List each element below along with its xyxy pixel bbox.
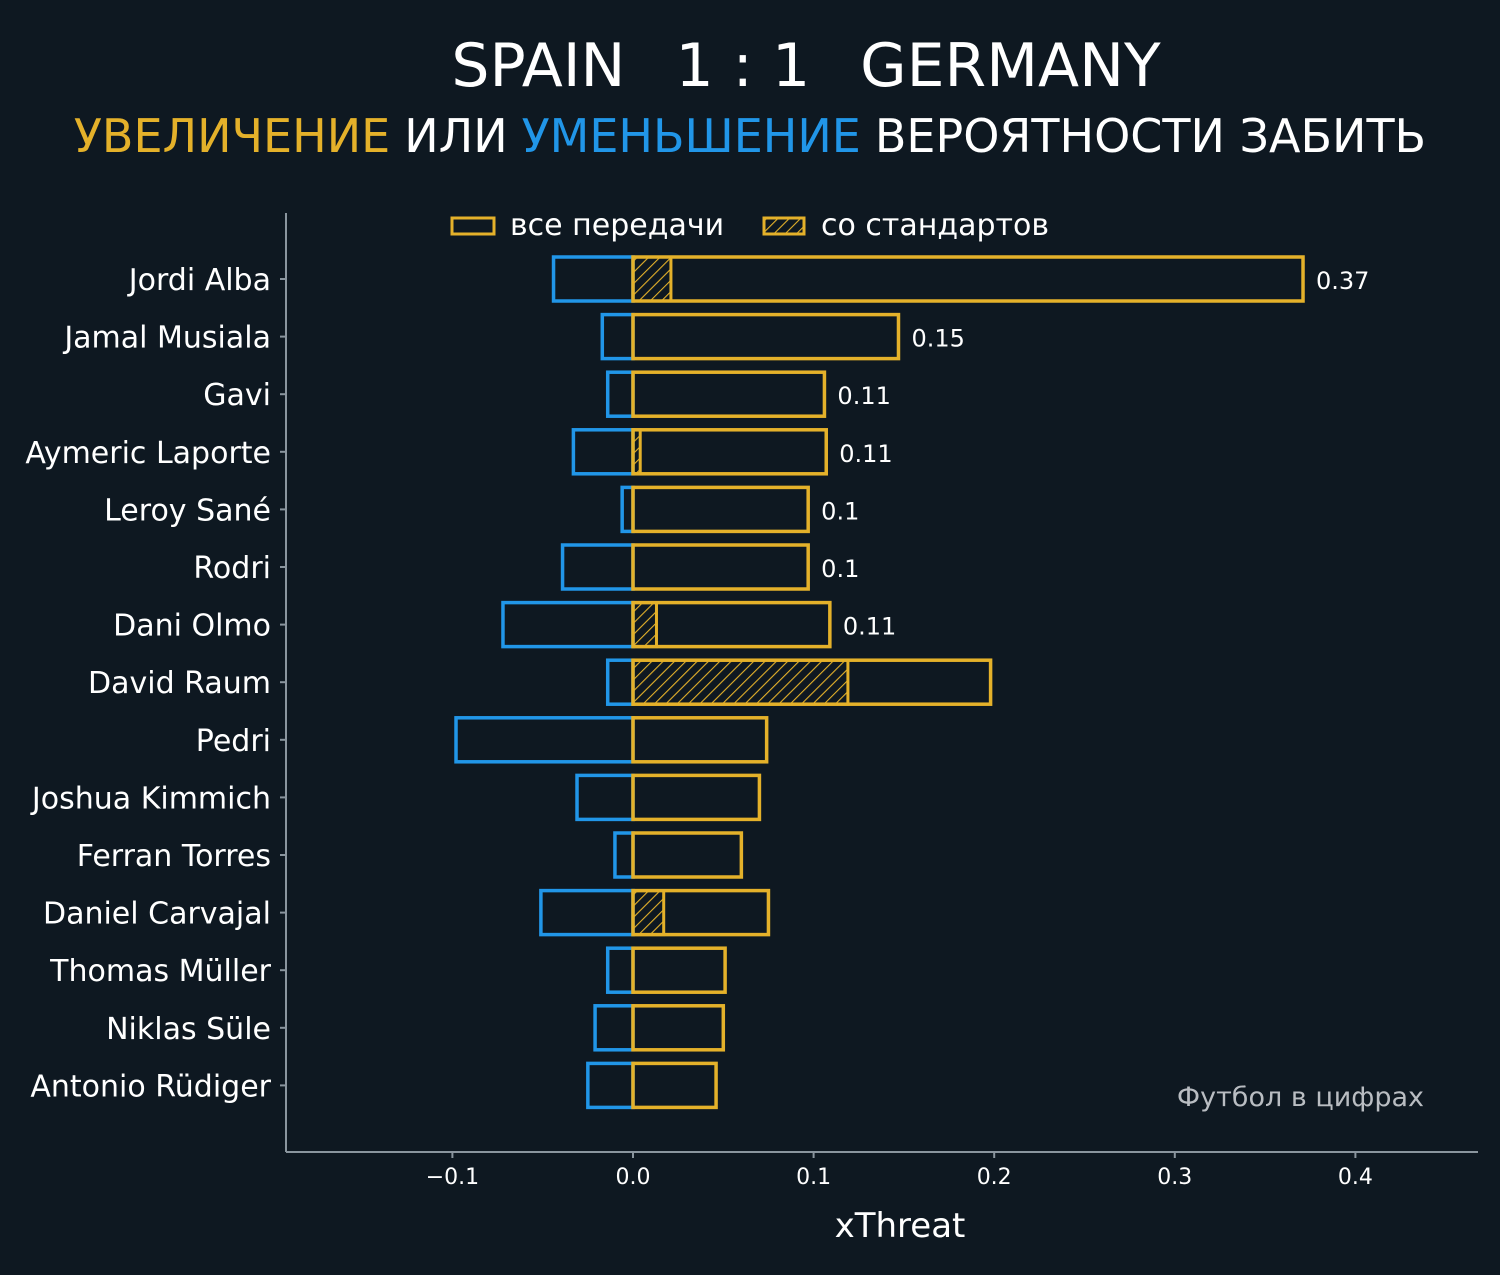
- bar-decrease: [605, 370, 635, 418]
- bar-increase-all-passes: [631, 773, 762, 822]
- bar-decrease: [454, 716, 635, 764]
- bar-decrease: [600, 312, 635, 361]
- bar-increase-all-passes: [631, 255, 1305, 303]
- bar-increase-all-passes: [631, 370, 827, 418]
- legend: все передачи со стандартов: [450, 208, 1049, 243]
- player-label: Thomas Müller: [49, 954, 271, 989]
- player-label: David Raum: [88, 666, 271, 701]
- bar-decrease: [593, 1004, 635, 1052]
- player-label: Dani Olmo: [113, 609, 271, 644]
- player-label: Pedri: [196, 724, 271, 759]
- x-axis-ticks: −0.1 0.0 0.1 0.2 0.3 0.4: [426, 1152, 1373, 1190]
- bar-increase-all-passes: [631, 312, 901, 361]
- bar-increase-all-passes: [631, 428, 828, 476]
- bar-decrease: [539, 888, 635, 937]
- bar-increase-all-passes: [631, 543, 810, 591]
- bar-increase-set-pieces: [631, 601, 658, 649]
- bar-value-label: 0.11: [839, 440, 892, 468]
- x-tick-label: 0.4: [1338, 1165, 1373, 1190]
- legend-label-all-passes: все передачи: [510, 208, 724, 243]
- bar-value-label: 0.1: [821, 497, 859, 525]
- bar-increase-set-pieces: [631, 658, 850, 706]
- x-tick-label: 0.3: [1157, 1165, 1192, 1190]
- bar-value-label: 0.15: [911, 325, 964, 353]
- bar-value-label: 0.1: [821, 555, 859, 583]
- bar-decrease: [613, 831, 635, 879]
- player-label: Jordi Alba: [127, 263, 271, 298]
- player-label: Leroy Sané: [104, 493, 271, 528]
- match-score: 1 : 1: [675, 31, 810, 101]
- bar-increase-all-passes: [631, 600, 832, 649]
- player-label: Gavi: [203, 378, 271, 413]
- bar-decrease: [501, 600, 635, 649]
- bar-increase-all-passes: [631, 946, 727, 994]
- chart-title: SPAIN 1 : 1 GERMANY: [451, 31, 1161, 101]
- bar-increase-all-passes: [631, 831, 744, 879]
- watermark: Футбол в цифрах: [1177, 1082, 1424, 1113]
- bar-increase-all-passes: [631, 1004, 726, 1052]
- legend-swatch-set-pieces: [762, 216, 806, 236]
- player-label: Rodri: [193, 551, 271, 586]
- bar-increase-all-passes: [631, 716, 769, 764]
- y-axis-labels: Jordi Alba Jamal Musiala Gavi Aymeric Lapor…: [25, 263, 286, 1104]
- away-team: GERMANY: [860, 31, 1161, 101]
- bar-increase-set-pieces: [631, 889, 666, 937]
- subtitle-or: ИЛИ: [404, 109, 507, 163]
- x-tick-label: −0.1: [426, 1165, 479, 1190]
- subtitle-increase: УВЕЛИЧЕНИЕ: [74, 109, 390, 163]
- bar-decrease: [551, 255, 635, 303]
- bar-value-label: 0.11: [843, 613, 896, 641]
- x-tick-label: 0.2: [977, 1165, 1012, 1190]
- subtitle-rest: ВЕРОЯТНОСТИ ЗАБИТЬ: [875, 109, 1426, 163]
- player-label: Antonio Rüdiger: [30, 1069, 271, 1104]
- bar-increase-all-passes: [631, 485, 810, 534]
- player-label: Daniel Carvajal: [43, 897, 271, 932]
- x-tick-label: 0.1: [796, 1165, 831, 1190]
- player-label: Ferran Torres: [77, 839, 271, 874]
- player-label: Joshua Kimmich: [30, 781, 271, 816]
- bar-decrease: [586, 1061, 635, 1110]
- x-axis-label: xThreat: [835, 1206, 966, 1246]
- bar-decrease: [571, 428, 635, 476]
- bar-decrease: [605, 946, 635, 994]
- player-label: Jamal Musiala: [62, 321, 271, 356]
- legend-swatch-all-passes: [450, 216, 496, 236]
- bar-value-label: 0.37: [1316, 267, 1369, 295]
- bar-value-label: 0.11: [837, 382, 890, 410]
- bar-increase-all-passes: [631, 658, 993, 706]
- bars: 0.37 0.15 0.11 0.11 0.1 0.1 0.11: [454, 255, 1369, 1110]
- home-team: SPAIN: [451, 31, 625, 101]
- bar-decrease: [575, 773, 635, 822]
- subtitle-decrease: УМЕНЬШЕНИЕ: [522, 109, 861, 163]
- bar-decrease: [560, 543, 635, 591]
- player-label: Niklas Süle: [106, 1012, 271, 1047]
- player-label: Aymeric Laporte: [25, 436, 271, 471]
- bar-increase-all-passes: [631, 888, 771, 937]
- bar-increase-set-pieces: [631, 255, 673, 303]
- bar-increase-all-passes: [631, 1061, 718, 1110]
- bar-decrease: [605, 658, 635, 706]
- chart-subtitle: УВЕЛИЧЕНИЕ ИЛИ УМЕНЬШЕНИЕ ВЕРОЯТНОСТИ ЗАБИТ…: [74, 109, 1426, 163]
- x-tick-label: 0.0: [616, 1165, 651, 1190]
- legend-label-set-pieces: со стандартов: [821, 208, 1049, 243]
